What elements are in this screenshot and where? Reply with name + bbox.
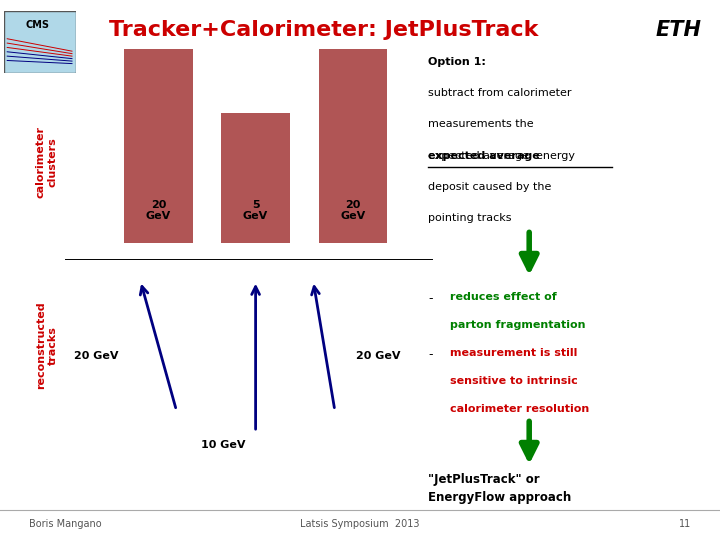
Text: measurement is still: measurement is still [450, 348, 577, 359]
Bar [124, 49, 192, 243]
Text: ETH: ETH [656, 19, 702, 40]
Text: 20
GeV: 20 GeV [145, 200, 171, 221]
Text: sensitive to intrinsic: sensitive to intrinsic [450, 376, 577, 387]
Text: Tracker+Calorimeter: JetPlusTrack: Tracker+Calorimeter: JetPlusTrack [109, 19, 539, 40]
Text: -: - [428, 348, 433, 361]
Text: reconstructed
tracks: reconstructed tracks [36, 302, 58, 389]
Text: Boris Mangano: Boris Mangano [29, 519, 102, 530]
Text: Option 1:: Option 1: [428, 57, 486, 67]
Text: 20
GeV: 20 GeV [340, 200, 366, 221]
Text: CMS: CMS [25, 20, 49, 30]
Text: reduces effect of: reduces effect of [450, 292, 557, 302]
Text: 5
GeV: 5 GeV [243, 200, 269, 221]
Text: 11: 11 [679, 519, 691, 530]
Text: 20 GeV: 20 GeV [74, 352, 119, 361]
Text: calorimeter
clusters: calorimeter clusters [36, 126, 58, 198]
Bar [222, 113, 289, 243]
Text: calorimeter resolution: calorimeter resolution [450, 404, 589, 415]
Text: 10 GeV: 10 GeV [201, 441, 246, 450]
Text: -: - [428, 292, 433, 305]
Bar [319, 49, 387, 243]
Text: subtract from calorimeter: subtract from calorimeter [428, 88, 572, 98]
Text: "JetPlusTrack" or
EnergyFlow approach: "JetPlusTrack" or EnergyFlow approach [428, 472, 572, 503]
Text: pointing tracks: pointing tracks [428, 213, 512, 224]
Text: deposit caused by the: deposit caused by the [428, 182, 552, 192]
Text: expected average  energy: expected average energy [428, 151, 575, 161]
Text: expected average: expected average [428, 151, 540, 161]
Text: 20 GeV: 20 GeV [356, 352, 401, 361]
Text: Latsis Symposium  2013: Latsis Symposium 2013 [300, 519, 420, 530]
Text: parton fragmentation: parton fragmentation [450, 320, 585, 330]
Text: measurements the: measurements the [428, 119, 534, 130]
